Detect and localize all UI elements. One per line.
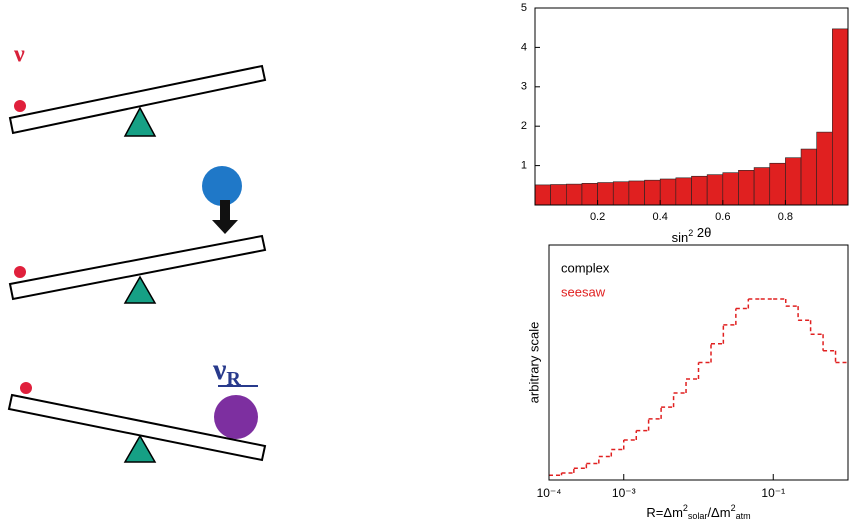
heavy-ball (202, 166, 242, 206)
light-ball (14, 100, 26, 112)
bar (659, 178, 677, 206)
bar (753, 167, 771, 206)
bar (612, 181, 630, 206)
plot-frame (534, 7, 849, 206)
bar (581, 183, 598, 206)
y-tick-label: 4 (521, 41, 527, 53)
heavy-ball (214, 395, 258, 439)
bar (722, 172, 739, 206)
bar (785, 157, 802, 206)
label-part: 2 (688, 228, 693, 238)
bar (550, 184, 567, 206)
seesaw-beam (8, 234, 267, 301)
heavy-label-sub: R (226, 368, 241, 390)
bar (597, 182, 614, 206)
bar (816, 131, 833, 206)
arrow-shaft (220, 200, 230, 222)
bar (675, 177, 692, 206)
bar (706, 174, 724, 206)
label-part: 2 (683, 503, 688, 513)
bar (534, 184, 551, 206)
bar (738, 170, 755, 206)
legend-entry: seesaw (561, 284, 606, 299)
y-tick-label: 1 (521, 160, 527, 172)
y-tick-label: 3 (521, 81, 527, 93)
label-part: 2θ (693, 225, 711, 240)
x-tick-label: 10⁻¹ (761, 486, 785, 500)
heavy-neutrino-label: νR (212, 353, 241, 390)
y-axis-label: arbitrary scale (526, 322, 541, 404)
label-part: atm (736, 511, 751, 521)
bar (691, 175, 708, 206)
bar (769, 162, 786, 206)
bar (800, 148, 817, 206)
label-part: sin (672, 230, 689, 245)
x-tick-label: 10⁻⁴ (537, 486, 562, 500)
x-tick-label: 0.4 (653, 211, 668, 223)
pivot (123, 106, 157, 137)
bar (628, 180, 645, 206)
x-axis-label: sin2 2θ (672, 225, 712, 245)
label-part: /Δm (707, 505, 730, 520)
y-tick-label: 5 (521, 2, 527, 14)
x-tick-label: 0.8 (778, 211, 793, 223)
heavy-label: ν (212, 353, 227, 386)
label-part: R=Δm (646, 505, 683, 520)
bar (644, 179, 661, 206)
bar (832, 28, 849, 206)
x-tick-label: 0.6 (715, 211, 730, 223)
light-ball (20, 382, 32, 394)
y-tick-label: 2 (521, 120, 527, 132)
pivot (123, 275, 157, 304)
pivot (123, 434, 157, 463)
label-part: 2 (731, 503, 736, 513)
x-tick-label: 10⁻³ (612, 486, 636, 500)
light-ball (14, 266, 26, 278)
x-axis-label: R=Δm2solar/Δm2atm (646, 503, 750, 521)
seesaw-beam (8, 64, 267, 135)
label-part: solar (688, 511, 708, 521)
arrow-head (212, 220, 238, 234)
seesaw-beam (7, 393, 267, 462)
x-tick-label: 0.2 (590, 211, 605, 223)
bar (565, 183, 583, 206)
annotation: complex (561, 260, 610, 275)
plot-frame (548, 244, 849, 481)
neutrino-label: ν (13, 42, 25, 68)
